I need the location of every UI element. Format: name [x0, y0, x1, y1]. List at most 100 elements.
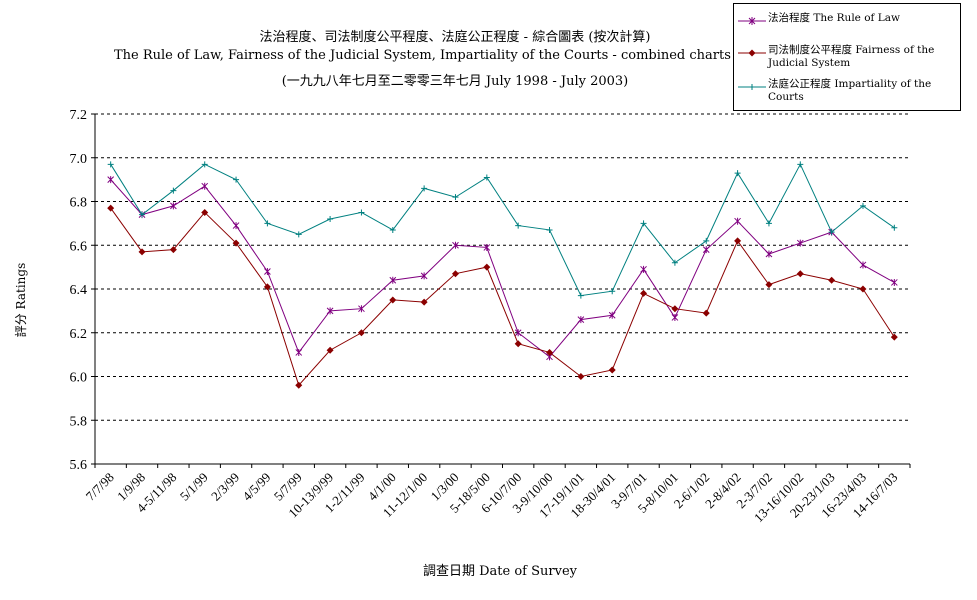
data-point — [577, 373, 585, 380]
legend-label-fairness: 司法制度公平程度 Fairness of the Judicial System — [768, 44, 935, 69]
data-point — [515, 222, 522, 229]
data-point — [671, 259, 678, 266]
data-point — [263, 283, 271, 291]
series-1 — [107, 176, 898, 361]
data-point — [232, 222, 240, 230]
data-point — [890, 278, 898, 286]
data-point — [169, 246, 177, 254]
data-point — [859, 202, 866, 209]
data-point — [295, 231, 302, 238]
data-point — [577, 292, 584, 299]
data-point — [859, 261, 867, 269]
y-axis-label: 評分 Ratings — [14, 262, 28, 338]
data-point — [546, 348, 554, 356]
data-point — [107, 176, 115, 184]
data-point — [451, 270, 459, 278]
data-point — [264, 268, 271, 275]
data-point — [264, 220, 271, 227]
data-point — [640, 289, 648, 297]
data-point — [703, 237, 710, 244]
data-point — [797, 161, 804, 168]
data-point — [859, 285, 867, 293]
data-point — [796, 270, 804, 278]
data-point — [765, 281, 773, 289]
y-tick-label: 6.4 — [70, 283, 88, 298]
data-point — [139, 211, 146, 218]
data-point — [483, 243, 491, 251]
data-point — [734, 217, 741, 225]
data-point — [389, 226, 396, 233]
data-point — [483, 174, 490, 181]
data-point — [201, 208, 209, 216]
data-point — [765, 250, 773, 258]
y-tick-label: 6.2 — [70, 327, 88, 342]
data-point — [358, 209, 365, 216]
legend-label-impartiality: 法庭公正程度 Impartiality of the Courts — [768, 78, 932, 103]
series-3 — [107, 161, 898, 299]
data-point — [609, 288, 616, 295]
x-tick-label: 5/1/99 — [177, 470, 211, 504]
data-point — [671, 305, 679, 313]
series-line — [110, 207, 895, 387]
data-point — [608, 366, 616, 374]
data-point — [891, 224, 898, 231]
data-point — [389, 276, 397, 284]
data-point — [452, 241, 459, 249]
data-point — [420, 298, 428, 306]
data-point — [514, 340, 522, 348]
data-point — [170, 187, 177, 194]
legend-label-rule-of-law: 法治程度 The Rule of Law — [768, 12, 900, 24]
data-point — [828, 229, 835, 236]
data-point — [796, 239, 804, 247]
diamond-marker-icon — [738, 49, 766, 57]
data-point — [640, 265, 647, 273]
data-point — [420, 272, 428, 280]
data-point — [107, 204, 115, 212]
data-point — [138, 248, 146, 256]
chart-subtitle-period: (一九九八年七月至二零零三年七月 July 1998 - July 2003) — [281, 74, 629, 89]
asterisk-marker-icon — [738, 17, 766, 25]
data-point — [546, 226, 553, 233]
y-tick-label: 6.0 — [70, 371, 88, 386]
data-point — [765, 220, 772, 227]
data-point — [326, 307, 334, 315]
y-tick-label: 7.0 — [70, 152, 88, 167]
x-tick-label: 2/3/99 — [208, 470, 242, 504]
series-line — [110, 179, 895, 358]
y-tick-label: 6.8 — [70, 196, 88, 211]
chart-title: 法治程度、司法制度公平程度、法庭公正程度 - 綜合圖表 (按次計算) — [259, 30, 651, 45]
data-point — [828, 276, 836, 284]
data-point — [514, 329, 522, 337]
data-point — [201, 161, 208, 168]
data-point — [452, 194, 459, 201]
data-point — [734, 170, 741, 177]
data-point — [107, 161, 114, 168]
data-point — [358, 305, 365, 313]
x-axis-label: 調查日期 Date of Survey — [422, 564, 577, 579]
data-point — [295, 348, 303, 356]
data-point — [608, 311, 616, 319]
data-point — [327, 216, 334, 222]
data-point — [577, 316, 585, 324]
plus-marker-icon — [738, 84, 766, 90]
data-point — [421, 185, 428, 192]
data-point — [201, 182, 209, 190]
y-tick-label: 7.2 — [70, 108, 88, 123]
chart-subtitle-english: The Rule of Law, Fairness of the Judicia… — [113, 48, 797, 63]
data-point — [232, 239, 240, 247]
y-tick-label: 5.8 — [70, 414, 88, 429]
x-tick-label: 4/5/99 — [239, 470, 273, 504]
data-point — [640, 220, 647, 227]
legend: 法治程度 The Rule of Law 司法制度公平程度 Fairness o… — [733, 3, 961, 111]
series-2 — [107, 204, 898, 389]
data-point — [671, 313, 679, 321]
y-tick-label: 6.6 — [70, 239, 88, 254]
data-point — [389, 296, 397, 304]
data-point — [326, 346, 334, 354]
data-point — [483, 263, 491, 271]
y-tick-label: 5.6 — [70, 458, 88, 473]
data-point — [702, 246, 710, 254]
x-tick-label: 7/7/98 — [83, 470, 117, 504]
data-point — [890, 333, 898, 341]
